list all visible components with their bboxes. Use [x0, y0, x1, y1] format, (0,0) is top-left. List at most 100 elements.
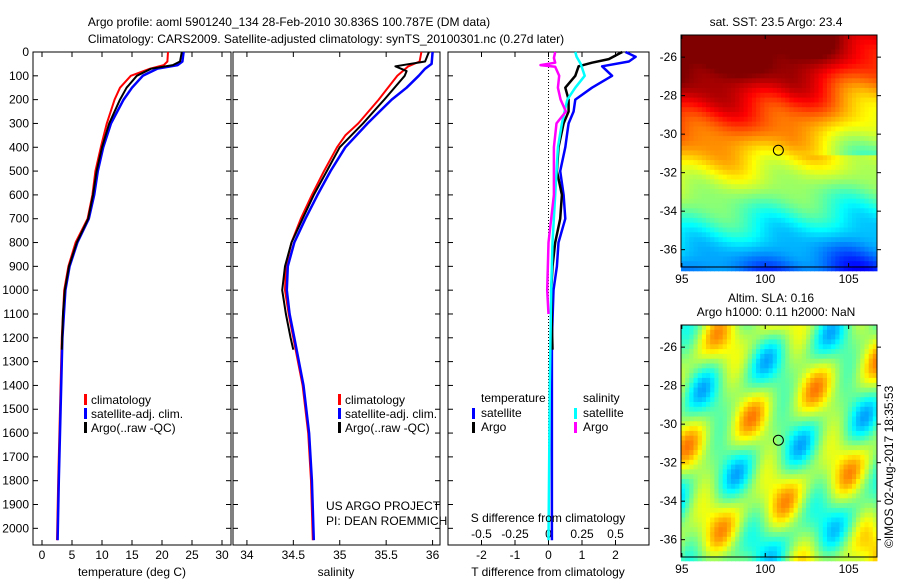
map-cell: [801, 329, 807, 336]
map-cell: [868, 35, 874, 41]
map-cell: [722, 213, 728, 219]
map-cell: [751, 507, 757, 514]
map-cell: [814, 488, 820, 494]
map-cell: [810, 416, 815, 422]
map-cell: [739, 213, 745, 219]
map-cell: [739, 237, 745, 243]
map-cell: [864, 382, 870, 389]
map-cell: [806, 512, 811, 518]
map-cell: [793, 193, 799, 200]
map-cell: [722, 541, 728, 547]
map-cell: [731, 160, 736, 166]
map-cell: [797, 179, 803, 185]
map-cell: [739, 435, 745, 441]
map-cell: [856, 339, 861, 345]
map-cell: [831, 184, 836, 190]
map-cell: [806, 112, 811, 118]
map-cell: [701, 464, 707, 470]
map-cell: [681, 435, 686, 441]
map-cell: [818, 368, 824, 374]
map-cell: [860, 131, 865, 137]
map-cell: [835, 349, 840, 355]
map-cell: [843, 373, 849, 379]
map-cell: [793, 232, 799, 238]
map-cell: [747, 334, 753, 340]
map-cell: [818, 63, 824, 70]
map-cell: [801, 203, 807, 209]
map-cell: [681, 121, 686, 127]
map-cell: [710, 459, 715, 466]
map-cell: [847, 213, 853, 219]
map-cell: [814, 392, 820, 398]
map-cell: [814, 78, 820, 84]
map-cell: [735, 411, 740, 417]
argo-location-marker: [772, 144, 784, 156]
map-cell: [693, 430, 699, 437]
map-cell: [772, 73, 778, 79]
map-cell: [751, 387, 757, 393]
map-cell: [806, 102, 811, 108]
series-line-t-argo: [549, 50, 623, 350]
map-cell: [693, 546, 699, 552]
map-cell: [872, 392, 878, 398]
map-cell: [697, 59, 703, 65]
map-cell: [697, 455, 703, 461]
map-cell: [797, 556, 803, 562]
map-cell: [722, 373, 728, 379]
map-cell: [847, 261, 853, 267]
map-cell: [810, 150, 815, 156]
map-cell: [756, 507, 761, 514]
map-cell: [764, 406, 770, 413]
map-cell: [731, 208, 736, 214]
map-cell: [772, 503, 778, 509]
map-cell: [868, 222, 874, 228]
map-cell: [726, 402, 732, 408]
map-cell: [706, 251, 711, 257]
map-cell: [847, 246, 853, 253]
map-cell: [847, 256, 853, 262]
map-cell: [839, 416, 845, 422]
map-cell: [726, 242, 732, 248]
map-cell: [726, 344, 732, 350]
map-cell: [689, 150, 694, 156]
map-cell: [751, 68, 757, 74]
map-cell: [814, 155, 820, 161]
map-cell: [689, 116, 694, 123]
map-cell: [814, 551, 820, 557]
lat-tick-label: -34: [660, 494, 678, 508]
map-cell: [801, 556, 807, 562]
map-cell: [685, 155, 690, 161]
map-cell: [710, 44, 715, 50]
map-cell: [818, 363, 824, 369]
map-cell: [760, 227, 765, 233]
map-cell: [793, 536, 799, 543]
map-cell: [860, 39, 865, 46]
map-cell: [872, 160, 878, 166]
map-cell: [781, 459, 786, 466]
map-cell: [806, 353, 811, 360]
map-cell: [743, 406, 749, 413]
map-cell: [801, 63, 807, 70]
map-cell: [822, 493, 828, 499]
map-cell: [785, 179, 790, 185]
map-cell: [722, 455, 728, 461]
map-cell: [764, 232, 770, 238]
map-cell: [722, 430, 728, 437]
map-cell: [764, 411, 770, 417]
map-cell: [797, 208, 803, 214]
map-cell: [801, 193, 807, 200]
map-cell: [847, 503, 853, 509]
map-cell: [785, 189, 790, 195]
map-cell: [768, 353, 774, 360]
map-cell: [831, 165, 836, 171]
map-cell: [743, 349, 749, 355]
map-cell: [785, 136, 790, 142]
map-cell: [760, 169, 765, 176]
map-cell: [764, 112, 770, 118]
map-cell: [743, 189, 749, 195]
map-cell: [735, 507, 740, 514]
map-cell: [839, 193, 845, 200]
map-cell: [735, 198, 740, 204]
map-cell: [710, 507, 715, 514]
map-cell: [827, 507, 832, 514]
